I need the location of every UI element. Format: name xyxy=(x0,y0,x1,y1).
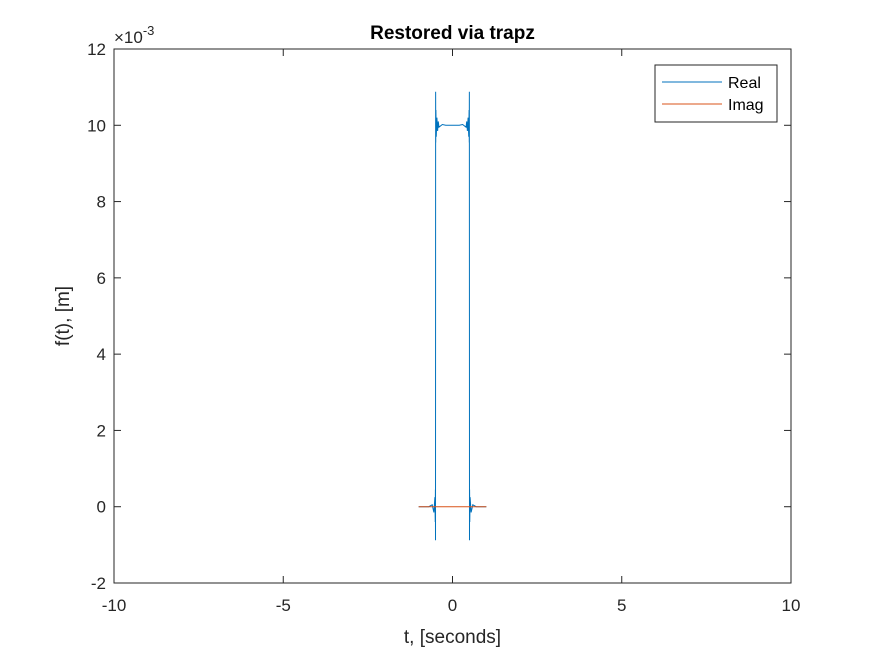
y-tick-label: 10 xyxy=(87,116,106,135)
y-exponent-base: ×10 xyxy=(114,28,143,47)
x-tick-label: -5 xyxy=(276,596,291,615)
series-layer xyxy=(418,91,487,541)
y-axis-label: f(t), [m] xyxy=(53,286,74,346)
x-tick-label: 0 xyxy=(448,596,457,615)
y-tick-label: 8 xyxy=(97,193,106,212)
x-tick-label: -10 xyxy=(102,596,127,615)
y-tick-label: -2 xyxy=(91,574,106,593)
legend-label-imag: Imag xyxy=(728,97,764,114)
x-tick-label: 10 xyxy=(782,596,801,615)
legend-label-real: Real xyxy=(728,75,761,92)
y-tick-label: 2 xyxy=(97,421,106,440)
y-tick-label: 4 xyxy=(97,345,106,364)
y-tick-label: 0 xyxy=(97,498,106,517)
plot-background xyxy=(114,49,791,583)
y-exponent-label: ×10-3 xyxy=(114,23,154,47)
legend-box xyxy=(654,64,778,123)
x-tick-label: 5 xyxy=(617,596,626,615)
y-tick-label: 6 xyxy=(97,269,106,288)
y-tick-label: 12 xyxy=(87,40,106,59)
chart-title: Restored via trapz xyxy=(370,23,535,44)
y-axis: -2 0 2 4 6 8 10 12 xyxy=(87,40,791,593)
x-axis-label: t, [seconds] xyxy=(404,627,501,648)
x-axis: -10 -5 0 5 10 xyxy=(102,49,801,615)
y-exponent-power: -3 xyxy=(143,23,155,38)
legend: Real Imag xyxy=(654,64,778,123)
